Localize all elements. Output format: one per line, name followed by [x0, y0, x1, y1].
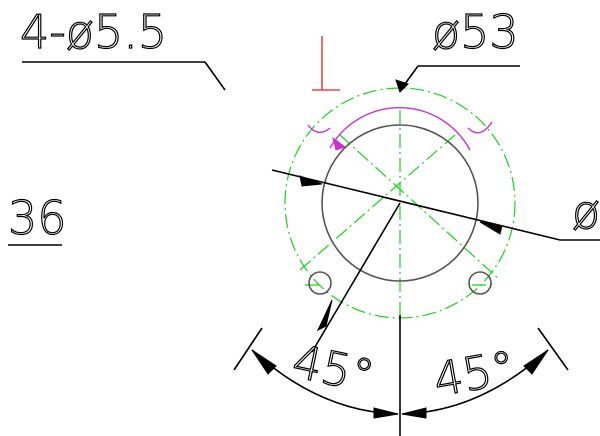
bolt-hole-left — [308, 271, 332, 295]
angle-arrow-right-outer — [523, 349, 549, 375]
hole-leader-diagonal — [311, 202, 401, 353]
angle-right-text: 45° — [429, 340, 519, 407]
bolt-hole-right — [468, 271, 492, 295]
outer-dia-arrow — [395, 79, 409, 93]
upper-arc — [329, 107, 471, 151]
angle-left-text: 45° — [288, 334, 379, 404]
angle-ext-left — [233, 327, 263, 371]
angle-arrow-right-inner — [401, 407, 427, 419]
hole-arc-upper-left — [307, 124, 331, 133]
bore-circle — [321, 124, 479, 282]
radius-text: 36 — [8, 191, 67, 245]
angle-arrow-left-outer — [251, 349, 277, 375]
bore-dim-arrow-left — [299, 175, 323, 187]
red-marker — [312, 36, 340, 91]
bore-dim-arrow-right — [479, 221, 503, 235]
holes-leader-line — [204, 61, 226, 91]
diagonal-centerline-left — [299, 134, 456, 271]
holes-callout-text: 4-ø5.5 — [20, 5, 167, 59]
angle-arrow-left-inner — [373, 407, 399, 419]
bore-dia-text: ø — [572, 185, 600, 239]
diagonal-centerline-right — [339, 134, 501, 281]
angle-ext-right — [537, 327, 569, 371]
leaders — [8, 61, 600, 353]
hole-leader-arrow — [316, 299, 333, 332]
angle-dimension — [233, 315, 569, 436]
hidden-arcs — [307, 107, 493, 151]
magenta-arrow — [332, 136, 347, 151]
hole-arc-upper-right — [467, 121, 493, 134]
outer-dia-text: ø53 — [432, 5, 519, 59]
bore-dim-line — [271, 169, 561, 241]
